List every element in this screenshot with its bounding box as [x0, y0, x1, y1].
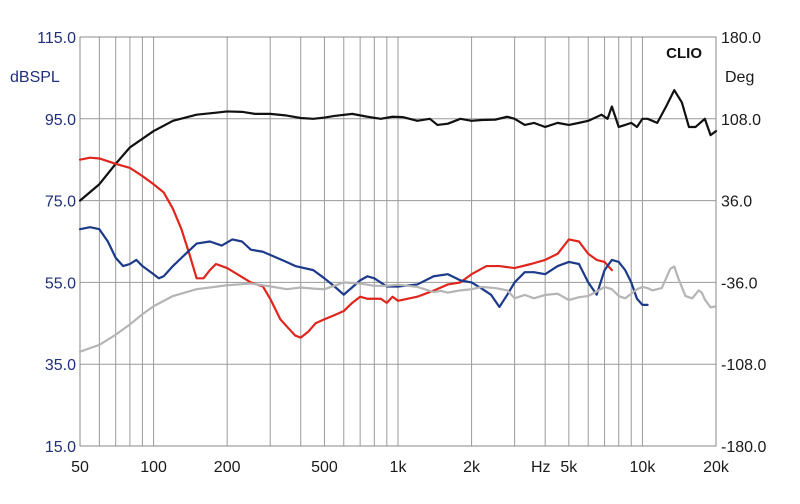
- x-tick-label: 50: [71, 459, 89, 476]
- x-tick-label: 10k: [630, 459, 657, 476]
- x-tick-label: 500: [311, 459, 338, 476]
- right-tick-label: -180.0: [721, 439, 766, 456]
- series-group: [78, 89, 718, 353]
- x-tick-label: 20k: [703, 459, 730, 476]
- series-line-2: [78, 156, 613, 339]
- series-line-3: [78, 226, 649, 309]
- right-tick-label: 180.0: [721, 30, 761, 47]
- x-tick-label: 2k: [463, 459, 481, 476]
- x-axis-ticks: 50 100 200 500 1k 2k 5k 10k 20k: [71, 459, 730, 476]
- right-axis-unit: Deg: [725, 69, 754, 86]
- left-tick-label: 55.0: [45, 275, 76, 292]
- brand-label: CLIO: [666, 45, 702, 62]
- left-axis-ticks: 115.0 95.0 75.0 55.0 35.0 15.0: [37, 30, 76, 456]
- series-line-1: [78, 89, 718, 202]
- x-tick-label: 5k: [560, 459, 578, 476]
- x-tick-label: 1k: [390, 459, 408, 476]
- left-tick-label: 75.0: [45, 194, 76, 211]
- left-tick-label: 95.0: [45, 112, 76, 129]
- left-tick-label: 115.0: [37, 30, 76, 47]
- x-tick-label: 100: [140, 459, 167, 476]
- left-tick-label: 15.0: [45, 439, 76, 456]
- plot-frame: [79, 36, 717, 447]
- right-axis-ticks: 180.0 108.0 36.0 -36.0 -108.0 -180.0: [721, 30, 766, 456]
- left-axis-unit: dBSPL: [10, 69, 60, 86]
- right-tick-label: -108.0: [721, 357, 766, 374]
- right-tick-label: -36.0: [721, 275, 758, 292]
- grid-lines: [80, 37, 716, 446]
- series-line-4: [78, 265, 718, 353]
- right-tick-label: 36.0: [721, 194, 752, 211]
- right-tick-label: 108.0: [721, 112, 761, 129]
- x-tick-label: 200: [214, 459, 241, 476]
- left-tick-label: 35.0: [45, 357, 76, 374]
- x-axis-unit: Hz: [531, 459, 551, 476]
